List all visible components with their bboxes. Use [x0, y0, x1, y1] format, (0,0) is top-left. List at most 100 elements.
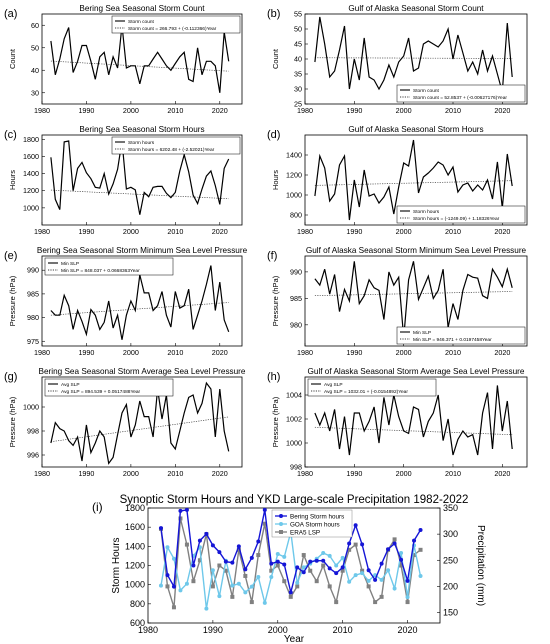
legend-label: Avg SLP: [324, 382, 343, 388]
chart-title: Bering Sea Seasonal Storm Count: [79, 4, 205, 13]
legend-label: GOA Storm hours: [290, 521, 340, 528]
data-point: [184, 507, 189, 512]
panel-label: (d): [267, 129, 280, 141]
data-point: [230, 594, 235, 599]
data-point: [275, 563, 280, 568]
y-axis-label: Hours: [271, 170, 280, 190]
data-point: [327, 566, 332, 571]
panel-label: (g): [4, 371, 17, 383]
x-tick-label: 2010: [333, 625, 353, 635]
trend-line: [314, 426, 513, 436]
series-2: [158, 516, 423, 610]
x-tick-label: 2000: [396, 348, 412, 357]
data-point: [399, 563, 404, 568]
panel-label: (e): [4, 250, 17, 262]
series-line: [314, 16, 513, 93]
panel-6: Bering Sea Seasonal Storm Average Sea Le…: [4, 367, 246, 478]
data-point: [418, 547, 423, 552]
data-point: [262, 507, 267, 512]
data-point: [184, 581, 189, 586]
data-point: [360, 542, 365, 547]
y-tick-label: 996: [27, 451, 39, 460]
y-tick-label: 40: [31, 66, 39, 75]
y-tick-label: 990: [290, 267, 302, 276]
x-tick-label: 1990: [346, 469, 362, 478]
y-tick-label: 1000: [23, 203, 39, 212]
x-axis-label: Year: [284, 634, 305, 644]
x-tick-label: 1990: [78, 348, 94, 357]
y-axis-label: Count: [8, 48, 17, 69]
y-tick-label: 1200: [125, 561, 145, 571]
data-point: [262, 600, 267, 605]
data-point: [191, 579, 196, 584]
data-point: [353, 573, 358, 578]
x-tick-label: 1980: [297, 348, 313, 357]
x-tick-label: 1990: [78, 227, 94, 236]
data-point: [204, 606, 209, 611]
panel-5: Gulf of Alaska Seasonal Storm Minimum Se…: [267, 246, 528, 357]
y-tick-label: 600: [130, 618, 145, 628]
data-point: [321, 563, 326, 568]
data-point: [236, 581, 241, 586]
x-tick-label: 1980: [34, 106, 50, 115]
data-point: [256, 553, 261, 558]
data-point: [301, 570, 306, 575]
data-point: [256, 575, 261, 579]
x-tick-label: 2010: [445, 469, 461, 478]
trend-line: [50, 302, 229, 316]
data-point: [314, 558, 319, 563]
series-line: [314, 261, 513, 339]
series-line: [314, 139, 513, 221]
chart-title: Gulf of Alaska Seasonal Storm Average Se…: [308, 367, 525, 376]
panel-label: (i): [92, 500, 103, 514]
y-tick-label: 1000: [286, 191, 302, 200]
data-point: [340, 568, 345, 573]
trend-line: [50, 416, 229, 443]
x-tick-label: 2020: [398, 625, 418, 635]
data-point: [373, 600, 378, 605]
series-line: [314, 385, 513, 456]
x-tick-label: 1980: [297, 227, 313, 236]
data-point: [165, 584, 170, 589]
data-point: [386, 568, 391, 573]
x-tick-label: 2000: [268, 625, 288, 635]
y-tick-label: 45: [294, 40, 302, 49]
data-point: [236, 547, 241, 552]
data-point: [184, 542, 189, 547]
legend-label: Storm count: [128, 19, 155, 25]
x-tick-label: 1990: [78, 106, 94, 115]
data-point: [418, 574, 423, 579]
data-point: [360, 571, 365, 576]
legend-label: Storm count = 266.793 + (-0.112366)Year: [128, 26, 217, 32]
x-tick-label: 2010: [167, 469, 183, 478]
data-point: [418, 528, 423, 533]
y-tick-label: 990: [27, 266, 39, 275]
x-tick-label: 2010: [445, 106, 461, 115]
data-point: [301, 553, 306, 558]
data-point: [217, 594, 222, 599]
x-tick-label: 2000: [123, 106, 139, 115]
y-tick-label: 998: [27, 427, 39, 436]
data-point: [399, 551, 404, 556]
x-tick-label: 2000: [123, 227, 139, 236]
y-tick-label: 800: [290, 211, 302, 220]
legend-label: Storm hours: [128, 140, 155, 146]
data-point: [269, 575, 274, 579]
data-point: [178, 508, 183, 513]
y-tick-label: 1000: [23, 403, 39, 412]
y-tick-label: 1800: [125, 503, 145, 513]
data-point: [412, 538, 417, 543]
panel-label: (h): [267, 371, 280, 383]
y-axis-label: Pressure (hPa): [8, 396, 17, 447]
x-tick-label: 1990: [203, 625, 223, 635]
data-point: [353, 542, 358, 547]
y2-axis-label: Precipitation (mm): [475, 525, 486, 606]
legend-label: Min SLP = 946.371 + 0.0197458Year: [413, 337, 492, 343]
x-tick-label: 1980: [138, 625, 158, 635]
y-axis-label: Storm Hours: [111, 537, 122, 593]
data-point: [295, 565, 300, 570]
y-tick-label: 980: [27, 313, 39, 322]
y-tick-label: 985: [27, 289, 39, 298]
